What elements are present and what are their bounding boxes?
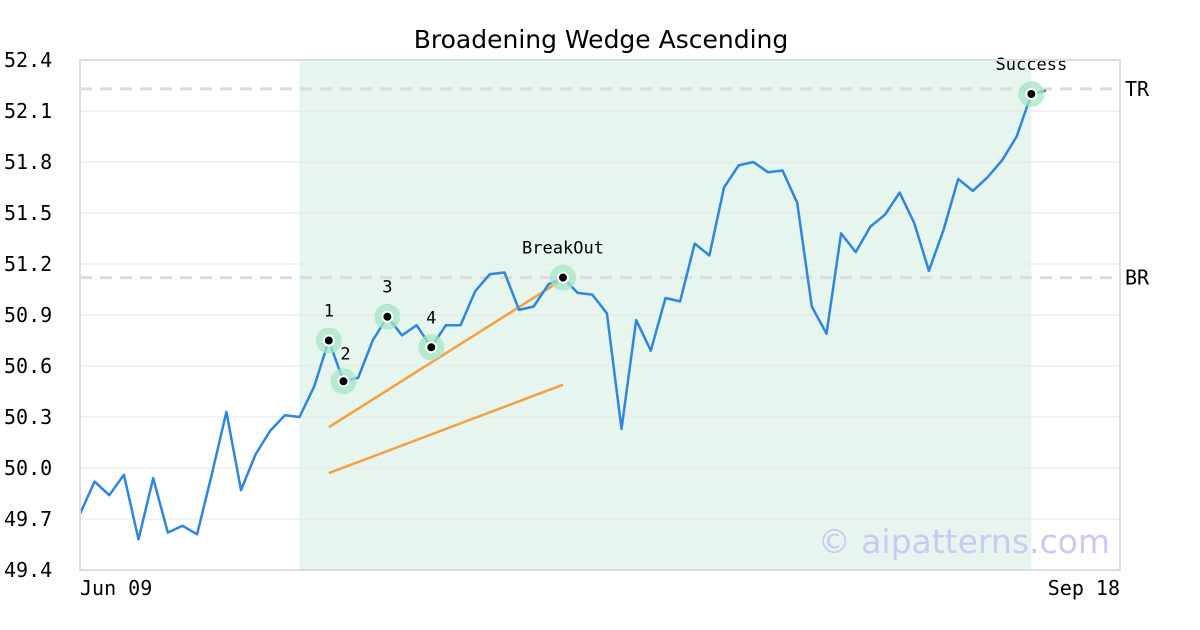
- y-tick-label: 49.4: [4, 558, 52, 582]
- x-tick-label: Sep 18: [1048, 576, 1120, 600]
- level-label-tr: TR: [1125, 77, 1150, 101]
- marker-dot: [557, 271, 569, 284]
- y-tick-label: 52.1: [4, 99, 52, 123]
- y-tick-label: 50.9: [4, 303, 52, 327]
- annotation-label: 2: [340, 344, 350, 364]
- annotation-label: 1: [324, 302, 334, 322]
- marker-dot: [1025, 88, 1038, 100]
- y-tick-label: 50.6: [4, 354, 52, 378]
- annotation-label: 3: [382, 278, 392, 298]
- chart-title: Broadening Wedge Ascending: [414, 25, 789, 54]
- watermark: © aipatterns.com: [818, 522, 1110, 561]
- y-tick-label: 50.0: [4, 456, 52, 480]
- marker-dot: [425, 341, 438, 354]
- wedge-line: [328, 383, 564, 475]
- marker-dot: [381, 310, 394, 323]
- plot-frame: [79, 59, 1121, 571]
- y-tick-label: 52.4: [4, 48, 52, 72]
- y-tick-label: 51.2: [4, 252, 52, 276]
- y-tick-label: 50.3: [4, 405, 52, 429]
- annotation-label: BreakOut: [522, 239, 604, 259]
- y-tick-label: 51.8: [4, 150, 52, 174]
- marker-dot: [337, 375, 350, 388]
- y-tick-label: 49.7: [4, 507, 52, 531]
- x-tick-label: Jun 09: [80, 576, 152, 600]
- marker-dot: [322, 334, 335, 347]
- annotation-label: Success: [996, 55, 1068, 75]
- level-label-br: BR: [1125, 266, 1150, 290]
- annotation-label: 4: [426, 308, 436, 328]
- y-tick-label: 51.5: [4, 201, 52, 225]
- wedge-line: [328, 278, 564, 429]
